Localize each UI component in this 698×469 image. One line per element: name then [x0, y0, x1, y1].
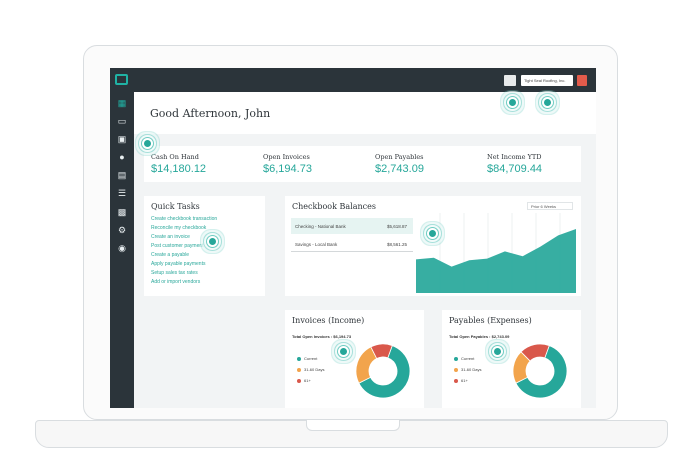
- donut-slice: [370, 343, 393, 360]
- account-amount: $8,561.25: [386, 242, 407, 247]
- list-icon[interactable]: ☰: [117, 188, 127, 198]
- payables-title: Payables (Expenses): [449, 316, 532, 325]
- app-screen: Tight Seal Roofing, Inc. ▦ ▭ ▣ ● ▤ ☰ ▩ ⚙…: [110, 68, 596, 408]
- invoices-total: Total Open Invoices : $6,194.73: [292, 334, 352, 339]
- legend-current: Current: [454, 356, 474, 361]
- checkbook-row[interactable]: Checking - National Bank $5,618.87: [291, 218, 413, 234]
- legend-31-60: 31-60 Days: [297, 367, 324, 372]
- greeting-bar: Good Afternoon, John: [134, 92, 596, 134]
- task-link[interactable]: Create checkbook transaction: [151, 216, 218, 222]
- legend-dot: [297, 378, 301, 383]
- hotspot-marker[interactable]: [209, 238, 216, 245]
- kpi-value-net-income: $84,709.44: [487, 163, 543, 175]
- kpi-label-invoices: Open Invoices: [263, 153, 310, 161]
- invoices-donut-chart: [355, 343, 411, 399]
- page-title: Good Afternoon, John: [150, 107, 271, 120]
- legend-label: Current: [304, 356, 318, 361]
- top-bar: Tight Seal Roofing, Inc.: [110, 68, 596, 92]
- checkbook-row[interactable]: Savings - Local Bank $8,561.25: [291, 236, 413, 252]
- reports-icon[interactable]: ▩: [117, 207, 127, 217]
- kpi-label-cash: Cash On Hand: [151, 153, 199, 161]
- legend-label: 61+: [304, 378, 311, 383]
- kpi-value-payables: $2,743.09: [375, 163, 424, 175]
- kpi-value-cash: $14,180.12: [151, 163, 207, 175]
- legend-dot: [454, 356, 458, 361]
- hotspot-marker[interactable]: [544, 99, 551, 106]
- balance-area-chart: [416, 213, 576, 293]
- kpi-label-net-income: Net Income YTD: [487, 153, 542, 161]
- legend-label: 31-60 Days: [461, 367, 482, 372]
- checkbook-icon[interactable]: ▭: [117, 116, 127, 126]
- account-amount: $5,618.87: [386, 224, 407, 229]
- task-link[interactable]: Apply payable payments: [151, 261, 206, 267]
- kpi-card: Cash On Hand $14,180.12 Open Invoices $6…: [144, 146, 581, 182]
- task-link[interactable]: Setup sales tax rates: [151, 270, 198, 276]
- app-logo[interactable]: [115, 74, 128, 85]
- account-name: Checking - National Bank: [295, 224, 346, 229]
- donut-slice: [515, 345, 568, 399]
- legend-label: Current: [461, 356, 475, 361]
- payables-card: Payables (Expenses) Total Open Payables …: [442, 310, 581, 408]
- hotspot-marker[interactable]: [509, 99, 516, 106]
- hotspot-marker[interactable]: [429, 230, 436, 237]
- task-link[interactable]: Create an invoice: [151, 234, 190, 240]
- legend-31-60: 31-60 Days: [454, 367, 481, 372]
- task-link[interactable]: Post customer payment: [151, 243, 204, 249]
- hotspot-marker[interactable]: [494, 348, 501, 355]
- kpi-label-payables: Open Payables: [375, 153, 424, 161]
- donut-slice: [358, 345, 411, 399]
- hotspot-marker[interactable]: [340, 348, 347, 355]
- checkbook-title: Checkbook Balances: [292, 202, 376, 211]
- logout-button[interactable]: [577, 75, 587, 86]
- task-link[interactable]: Create a payable: [151, 252, 190, 258]
- payables-donut-chart: [512, 343, 568, 399]
- legend-61-plus: 61+: [297, 378, 311, 383]
- legend-label: 61+: [461, 378, 468, 383]
- quick-tasks-card: Quick Tasks Create checkbook transaction…: [144, 196, 265, 296]
- task-link[interactable]: Reconcile my checkbook: [151, 225, 207, 231]
- legend-dot: [454, 378, 458, 383]
- range-select[interactable]: Prior 6 Weeks: [527, 202, 573, 210]
- area-series: [416, 229, 576, 293]
- company-select[interactable]: Tight Seal Roofing, Inc.: [521, 75, 573, 86]
- customers-icon[interactable]: ●: [119, 152, 125, 162]
- legend-dot: [297, 367, 301, 372]
- invoices-title: Invoices (Income): [292, 316, 365, 325]
- laptop-base: [35, 420, 668, 448]
- legend-dot: [454, 367, 458, 372]
- hotspot-marker[interactable]: [144, 140, 151, 147]
- quick-tasks-title: Quick Tasks: [151, 202, 200, 211]
- dashboard-icon[interactable]: ▦: [117, 98, 127, 108]
- invoices-card: Invoices (Income) Total Open Invoices : …: [285, 310, 424, 408]
- help-icon[interactable]: ◉: [118, 243, 126, 253]
- legend-dot: [297, 356, 301, 361]
- kpi-value-invoices: $6,194.73: [263, 163, 312, 175]
- settings-icon[interactable]: ⚙: [117, 225, 127, 235]
- invoice-icon[interactable]: ▤: [117, 170, 127, 180]
- task-link[interactable]: Add or import vendors: [151, 279, 201, 285]
- checkbook-card: Checkbook Balances Prior 6 Weeks Checkin…: [285, 196, 581, 296]
- legend-label: 31-60 Days: [304, 367, 325, 372]
- sidebar: ▦ ▭ ▣ ● ▤ ☰ ▩ ⚙ ◉: [110, 68, 134, 408]
- donut-slice: [520, 343, 550, 362]
- laptop-notch: [306, 420, 400, 431]
- card-icon[interactable]: ▣: [117, 134, 127, 144]
- user-menu-button[interactable]: [504, 75, 516, 86]
- legend-current: Current: [297, 356, 317, 361]
- legend-61-plus: 61+: [454, 378, 468, 383]
- account-name: Savings - Local Bank: [295, 242, 338, 247]
- payables-total: Total Open Payables : $2,743.09: [449, 334, 510, 339]
